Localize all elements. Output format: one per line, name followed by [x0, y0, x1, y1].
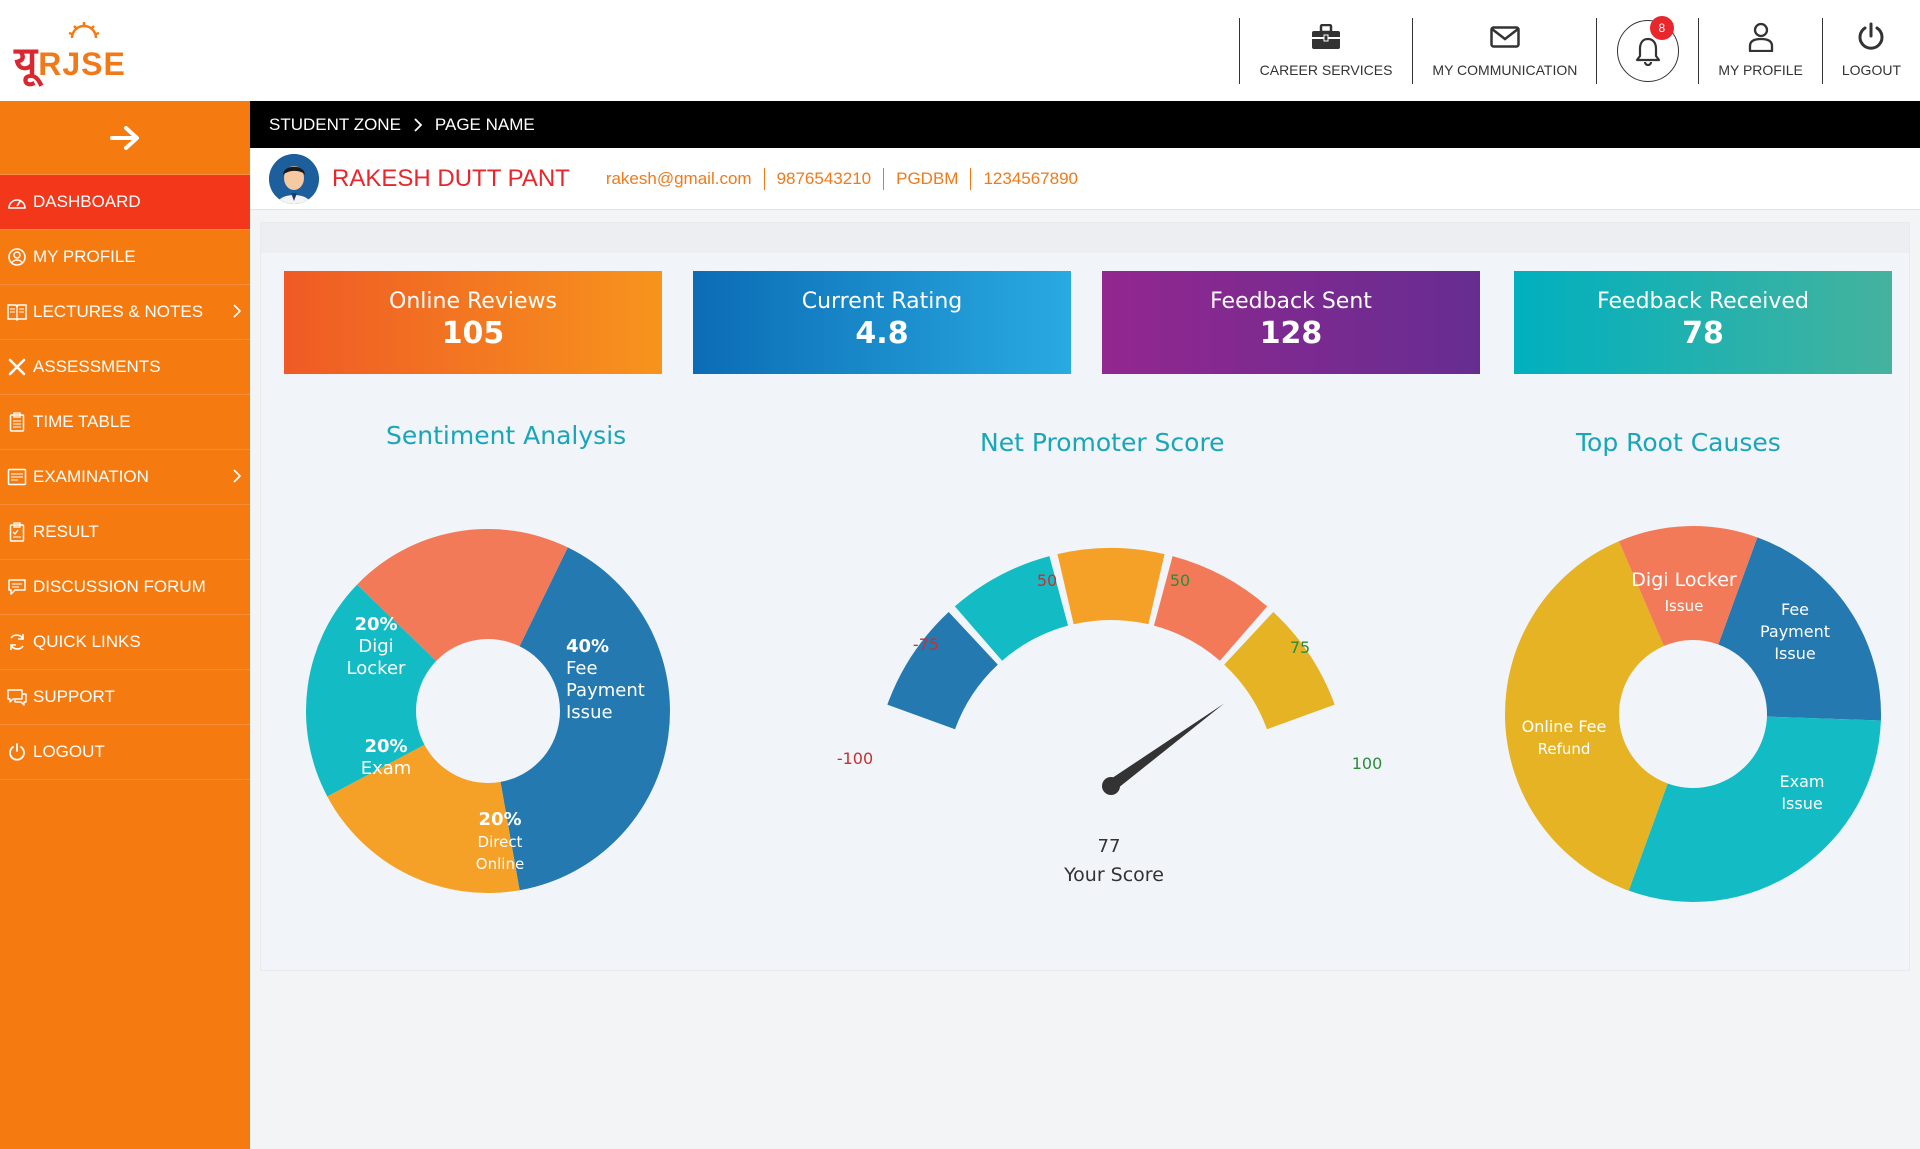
- divider: [883, 167, 885, 190]
- logo-text: यूRJSE: [14, 32, 126, 87]
- power-icon: [6, 741, 28, 763]
- student-program: PGDBM: [896, 168, 959, 188]
- notification-count-badge: 8: [1649, 16, 1674, 40]
- sidebar-item-label: DASHBOARD: [33, 192, 141, 211]
- user-icon: [1744, 20, 1778, 54]
- sidebar-item-label: DISCUSSION FORUM: [33, 577, 206, 596]
- stat-card-title: Feedback Sent: [1210, 289, 1372, 314]
- stat-card-title: Feedback Received: [1597, 289, 1809, 314]
- nav-my-communication[interactable]: MY COMMUNICATION: [1412, 18, 1596, 84]
- logo-text-primary: यू: [14, 39, 39, 84]
- sidebar-item-my-profile[interactable]: MY PROFILE: [0, 230, 250, 285]
- panel-top-strip: [261, 223, 1909, 253]
- sidebar-item-label: TIME TABLE: [33, 412, 131, 431]
- student-name: RAKESH DUTT PANT: [332, 164, 570, 192]
- stat-card-value: 128: [1259, 316, 1323, 351]
- stat-card-value: 4.8: [855, 316, 909, 351]
- stat-card-feedback-received[interactable]: Feedback Received 78: [1514, 271, 1892, 374]
- stat-card-title: Online Reviews: [389, 289, 557, 314]
- student-info: rakesh@gmail.com 9876543210 PGDBM 123456…: [605, 167, 1078, 190]
- sidebar-item-label: EXAMINATION: [33, 467, 149, 486]
- sidebar-item-label: QUICK LINKS: [33, 632, 141, 651]
- chat-icon: [6, 576, 28, 598]
- chevron-right-icon: [414, 117, 423, 132]
- sentiment-analysis-title: Sentiment Analysis: [386, 421, 627, 450]
- sidebar-item-label: MY PROFILE: [33, 247, 136, 266]
- stat-card-current-rating[interactable]: Current Rating 4.8: [693, 271, 1071, 374]
- sidebar-item-assessments[interactable]: ASSESSMENTS: [0, 340, 250, 395]
- sidebar-item-quick-links[interactable]: QUICK LINKS: [0, 615, 250, 670]
- briefcase-icon: [1309, 20, 1343, 54]
- profile-icon: [6, 246, 28, 268]
- net-promoter-score-title: Net Promoter Score: [980, 428, 1225, 457]
- power-icon: [1854, 20, 1888, 54]
- sidebar-item-dashboard[interactable]: DASHBOARD: [0, 175, 250, 230]
- exam-icon: [6, 466, 28, 488]
- nav-my-communication-label: MY COMMUNICATION: [1432, 62, 1578, 78]
- app-logo[interactable]: यूRJSE: [14, 18, 126, 87]
- sidebar-item-logout[interactable]: LOGOUT: [0, 725, 250, 780]
- speedometer-icon: [6, 191, 28, 213]
- breadcrumb-root[interactable]: STUDENT ZONE: [269, 114, 401, 134]
- nav-my-profile-label: MY PROFILE: [1718, 62, 1803, 78]
- arrow-right-icon: [110, 125, 139, 150]
- nav-my-profile[interactable]: MY PROFILE: [1698, 18, 1822, 84]
- tools-icon: [6, 356, 28, 378]
- nav-career-services[interactable]: CAREER SERVICES: [1238, 18, 1413, 84]
- sidebar-item-lectures-notes[interactable]: LECTURES & NOTES: [0, 285, 250, 340]
- sidebar: DASHBOARD MY PROFILE LECTURES & NOTES AS…: [0, 101, 250, 1149]
- result-icon: [6, 521, 28, 543]
- stat-card-title: Current Rating: [801, 289, 963, 314]
- sidebar-item-label: LOGOUT: [33, 742, 105, 761]
- top-header: यूRJSE CAREER SERVICES MY COMMUNICATION …: [0, 0, 1920, 101]
- sidebar-item-label: ASSESSMENTS: [33, 357, 161, 376]
- sidebar-item-label: RESULT: [33, 522, 99, 541]
- sidebar-item-discussion-forum[interactable]: DISCUSSION FORUM: [0, 560, 250, 615]
- book-icon: [6, 301, 28, 323]
- breadcrumb: STUDENT ZONE PAGE NAME: [250, 101, 1920, 148]
- sidebar-item-result[interactable]: RESULT: [0, 505, 250, 560]
- sidebar-toggle[interactable]: [0, 101, 250, 175]
- bell-container: 8: [1616, 16, 1679, 82]
- sidebar-item-time-table[interactable]: TIME TABLE: [0, 395, 250, 450]
- stat-card-online-reviews[interactable]: Online Reviews 105: [284, 271, 662, 374]
- divider: [763, 167, 765, 190]
- top-nav: CAREER SERVICES MY COMMUNICATION 8 MY PR…: [1238, 16, 1920, 84]
- divider: [970, 167, 972, 190]
- student-id: 1234567890: [983, 168, 1078, 188]
- chevron-right-icon: [233, 304, 242, 318]
- sidebar-item-examination[interactable]: EXAMINATION: [0, 450, 250, 505]
- sidebar-item-label: SUPPORT: [33, 687, 115, 706]
- sun-logo-icon: [68, 22, 100, 39]
- avatar[interactable]: [269, 153, 319, 204]
- nav-career-services-label: CAREER SERVICES: [1259, 62, 1393, 78]
- sidebar-item-label: LECTURES & NOTES: [33, 302, 204, 321]
- breadcrumb-current: PAGE NAME: [434, 114, 535, 134]
- stat-card-feedback-sent[interactable]: Feedback Sent 128: [1102, 271, 1480, 374]
- student-phone: 9876543210: [776, 168, 872, 188]
- top-root-causes-title: Top Root Causes: [1576, 428, 1781, 457]
- nav-logout[interactable]: LOGOUT: [1821, 18, 1920, 84]
- bell-icon: [1635, 37, 1660, 66]
- envelope-icon: [1488, 20, 1522, 54]
- refresh-icon: [6, 631, 28, 653]
- notifications-button[interactable]: 8: [1596, 16, 1698, 84]
- student-email: rakesh@gmail.com: [605, 168, 752, 188]
- sidebar-item-support[interactable]: SUPPORT: [0, 670, 250, 725]
- clipboard-icon: [6, 411, 28, 433]
- profile-strip: RAKESH DUTT PANT rakesh@gmail.com 987654…: [250, 148, 1920, 210]
- nav-logout-label: LOGOUT: [1841, 62, 1901, 78]
- support-icon: [6, 686, 28, 708]
- stat-card-value: 78: [1682, 316, 1724, 351]
- logo-text-rest: RJSE: [38, 46, 126, 82]
- stat-card-value: 105: [441, 316, 505, 351]
- chevron-right-icon: [233, 469, 242, 483]
